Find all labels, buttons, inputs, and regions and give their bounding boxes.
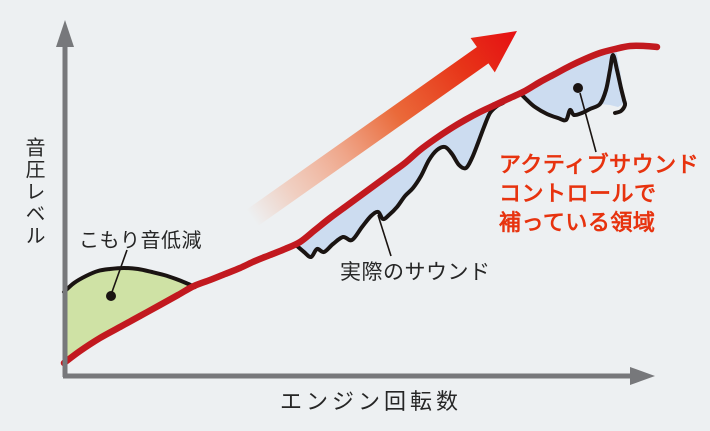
x-axis-label: エンジン回転数 (280, 389, 463, 414)
komori-annotation-label: こもり音低減 (79, 230, 202, 252)
actual-sound-annotation-label: 実際のサウンド (340, 261, 491, 284)
annotation-leader-lines (106, 83, 597, 301)
axes (56, 20, 655, 385)
asc-annotation-line-1: アクティブサウンド (499, 152, 700, 177)
target-sound-curve (60, 42, 661, 367)
actual-sound-curve (62, 53, 628, 294)
asc-annotation-line-2: コントロールで (499, 181, 657, 206)
asc-annotation-label: アクティブサウンド コントロールで 補っている領域 (499, 150, 699, 237)
asc-annotation-line-3: 補っている領域 (499, 210, 656, 235)
rising-gradient-arrow-icon (246, 31, 517, 227)
y-axis-label: 音圧レベル (22, 137, 44, 247)
